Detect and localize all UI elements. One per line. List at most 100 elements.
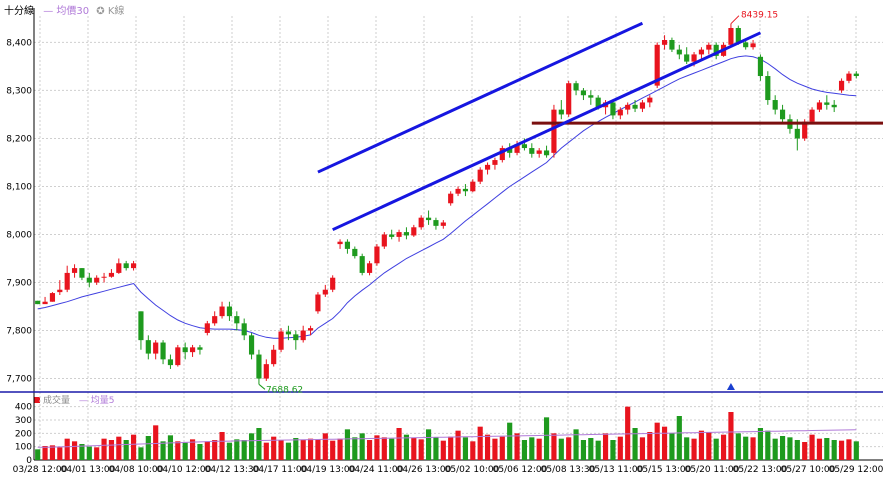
price-tick-label: 8,000 — [6, 230, 32, 240]
volume-bar — [779, 436, 786, 460]
ma-legend: — 均價30 — [43, 6, 90, 17]
volume-bar — [595, 440, 601, 460]
time-tick-label: 05/27 10:00 — [781, 465, 836, 475]
volume-bar — [838, 440, 845, 460]
volume-bar — [381, 437, 387, 460]
candle-body — [204, 323, 210, 333]
volume-bar — [691, 438, 697, 460]
candle-body — [558, 109, 564, 115]
volume-bar — [647, 432, 653, 460]
volume-bar — [271, 436, 277, 460]
chart-header: 十分線 — 均價30 ✪ K線 — [4, 2, 124, 17]
candle-body — [42, 301, 48, 305]
volume-bar — [248, 433, 255, 460]
volume-bar — [182, 442, 188, 460]
candle-body — [639, 102, 646, 109]
volume-bar — [831, 440, 837, 460]
time-tick-label: 05/29 12:00 — [829, 465, 883, 475]
candle-body — [846, 73, 852, 81]
low-annotation-label: 7688.62 — [266, 385, 303, 395]
candle-body — [448, 193, 454, 204]
volume-bar — [772, 438, 778, 460]
candle-body — [824, 102, 830, 105]
interval-label[interactable]: 十分線 — [4, 6, 34, 17]
candle-body — [256, 354, 262, 379]
candle-body — [138, 311, 144, 341]
volume-bar — [750, 437, 756, 460]
volume-bar — [728, 412, 734, 460]
candle-body — [684, 54, 690, 62]
volume-bar — [160, 441, 166, 460]
candle-body — [735, 28, 741, 43]
price-tick-label: 8,300 — [6, 86, 32, 96]
time-tick-label: 04/01 13:00 — [61, 465, 116, 475]
kline-legend[interactable]: ✪ K線 — [96, 6, 125, 17]
candle-body — [403, 232, 410, 236]
volume-header: 成交量 — 均量5 — [34, 393, 115, 406]
volume-bar — [713, 438, 719, 460]
volume-bar — [802, 442, 808, 460]
volume-bar — [507, 422, 513, 460]
time-tick-label: 05/15 13:00 — [637, 465, 692, 475]
time-tick-label: 05/08 13:30 — [541, 465, 596, 475]
volume-bar — [197, 444, 203, 460]
volume-bar — [462, 437, 469, 460]
candle-body — [588, 95, 594, 98]
candle-body — [543, 150, 550, 156]
candle-body — [189, 347, 196, 353]
volume-bar — [610, 440, 616, 460]
candle-body — [706, 44, 712, 50]
candle-body — [521, 144, 528, 149]
candle-body — [816, 102, 823, 110]
volume-bar — [263, 442, 269, 460]
volume-bar — [573, 429, 579, 460]
volume-bar — [234, 439, 240, 460]
candle-body — [425, 217, 432, 221]
volume-bar — [71, 441, 78, 460]
candle-body — [337, 241, 343, 245]
candle-body — [175, 347, 181, 366]
candle-body — [750, 43, 756, 48]
time-tick-label: 04/24 11:00 — [349, 465, 404, 475]
volume-ma-line — [37, 429, 857, 448]
candle-body — [499, 148, 505, 161]
trendline — [332, 31, 762, 232]
candle-body — [241, 323, 247, 336]
candle-body — [307, 328, 314, 331]
volume-bar — [521, 440, 528, 460]
candle-body — [123, 263, 129, 269]
candle-body — [566, 83, 572, 115]
volume-bar — [278, 440, 284, 460]
candle-body — [573, 83, 579, 91]
volume-bar — [698, 430, 705, 460]
candle-body — [381, 234, 387, 247]
time-tick-label: 05/06 12:00 — [493, 465, 548, 475]
volume-bar — [566, 437, 572, 460]
volume-bar — [219, 432, 225, 460]
candle-body — [197, 347, 203, 350]
candle-body — [433, 220, 439, 226]
candle-body — [285, 331, 292, 335]
candle-body — [49, 293, 56, 302]
volume-bar — [212, 440, 218, 460]
volume-bar — [344, 429, 351, 460]
volume-bar — [661, 426, 668, 460]
volume-bar — [470, 441, 476, 460]
volume-bar — [57, 447, 63, 460]
volume-bar — [765, 430, 771, 460]
volume-bar — [322, 433, 328, 460]
volume-bar — [153, 425, 159, 460]
candle-body — [514, 144, 520, 153]
volume-bar — [359, 433, 365, 460]
price-tick-label: 7,700 — [6, 375, 32, 385]
volume-bar — [824, 438, 830, 460]
marker-triangle — [726, 383, 735, 390]
candle-body — [359, 256, 365, 273]
candle-body — [779, 109, 786, 120]
candle-body — [366, 263, 373, 273]
candle-body — [226, 306, 233, 317]
volume-bar — [676, 416, 682, 460]
volume-bar — [403, 434, 410, 460]
candle-body — [691, 54, 697, 62]
